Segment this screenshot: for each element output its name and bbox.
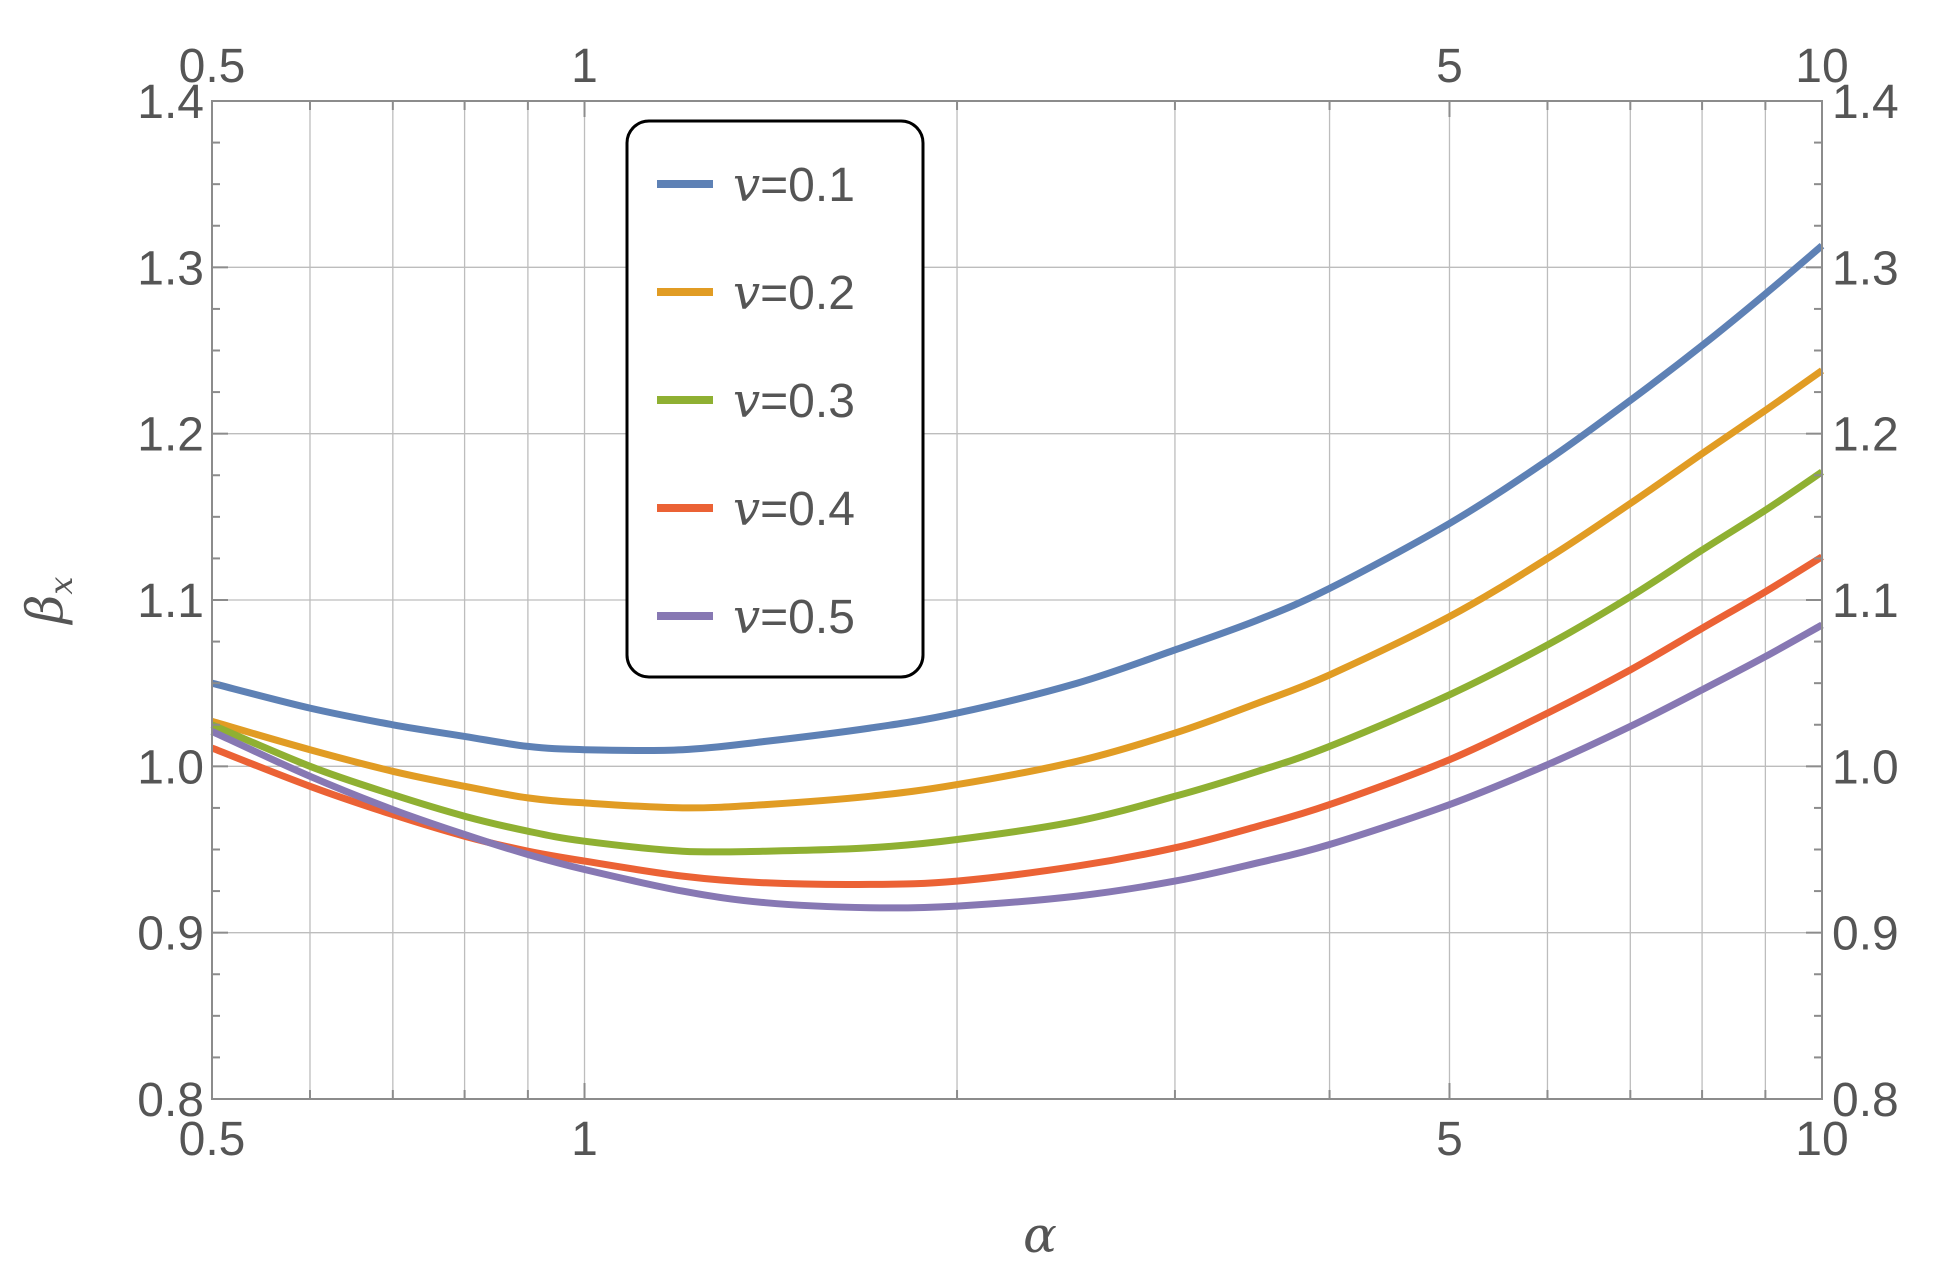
x-tick-label-top: 0.5 [179,40,246,93]
x-tick-label-bottom: 10 [1795,1113,1848,1166]
legend-value: =0.1 [760,159,855,212]
legend-variable: v [733,481,760,537]
y-tick-label-right: 0.9 [1832,908,1899,961]
y-tick-label-left: 1.2 [137,409,204,462]
y-axis-label: βx [16,577,80,626]
x-tick-label-top: 1 [571,40,598,93]
legend-value: =0.5 [760,591,855,644]
legend-label-4: v=0.4 [733,481,855,537]
legend-variable: v [733,157,760,213]
series-line-1 [211,243,1825,754]
legend-value: =0.3 [760,375,855,428]
x-tick-label-bottom: 1 [571,1113,598,1166]
grid-lines [211,100,1823,1100]
y-tick-label-right: 1.3 [1832,242,1899,295]
x-tick-label-top: 5 [1436,40,1463,93]
y-tick-label-right: 1.2 [1832,409,1899,462]
legend-label-2: v=0.2 [733,265,855,321]
y-tick-label-right: 1.4 [1832,76,1899,129]
y-axis-label-base: β [16,595,74,626]
legend-value: =0.2 [760,267,855,320]
x-tick-label-bottom: 0.5 [179,1113,246,1166]
y-tick-label-left: 1.4 [137,76,204,129]
legend-variable: v [733,373,760,429]
series-line-2 [211,367,1825,812]
legend-label-5: v=0.5 [733,589,855,645]
y-tick-label-right: 1.1 [1832,575,1899,628]
y-tick-label-right: 1.0 [1832,741,1899,794]
legend-label-3: v=0.3 [733,373,855,429]
legend-variable: v [733,265,760,321]
y-tick-label-right: 0.8 [1832,1074,1899,1127]
series-line-3 [210,469,1824,856]
legend-variable: v [733,589,760,645]
legend-box [625,119,925,679]
y-tick-label-left: 0.9 [137,908,204,961]
x-tick-label-top: 10 [1795,40,1848,93]
legend-label-1: v=0.1 [733,157,855,213]
x-axis-label: α [1023,1206,1057,1264]
axis-ticks [211,100,1823,1100]
y-axis-label-sub: x [42,577,80,595]
y-tick-label-left: 1.3 [137,242,204,295]
legend: v=0.1v=0.2v=0.3v=0.4v=0.5 [625,119,925,679]
y-tick-label-left: 1.1 [137,575,204,628]
legend-value: =0.4 [760,483,855,536]
y-tick-label-left: 0.8 [137,1074,204,1127]
y-tick-label-left: 1.0 [137,741,204,794]
series-line-4 [210,553,1824,888]
series-lines [210,243,1825,912]
x-tick-label-bottom: 5 [1436,1113,1463,1166]
series-line-5 [210,621,1824,912]
